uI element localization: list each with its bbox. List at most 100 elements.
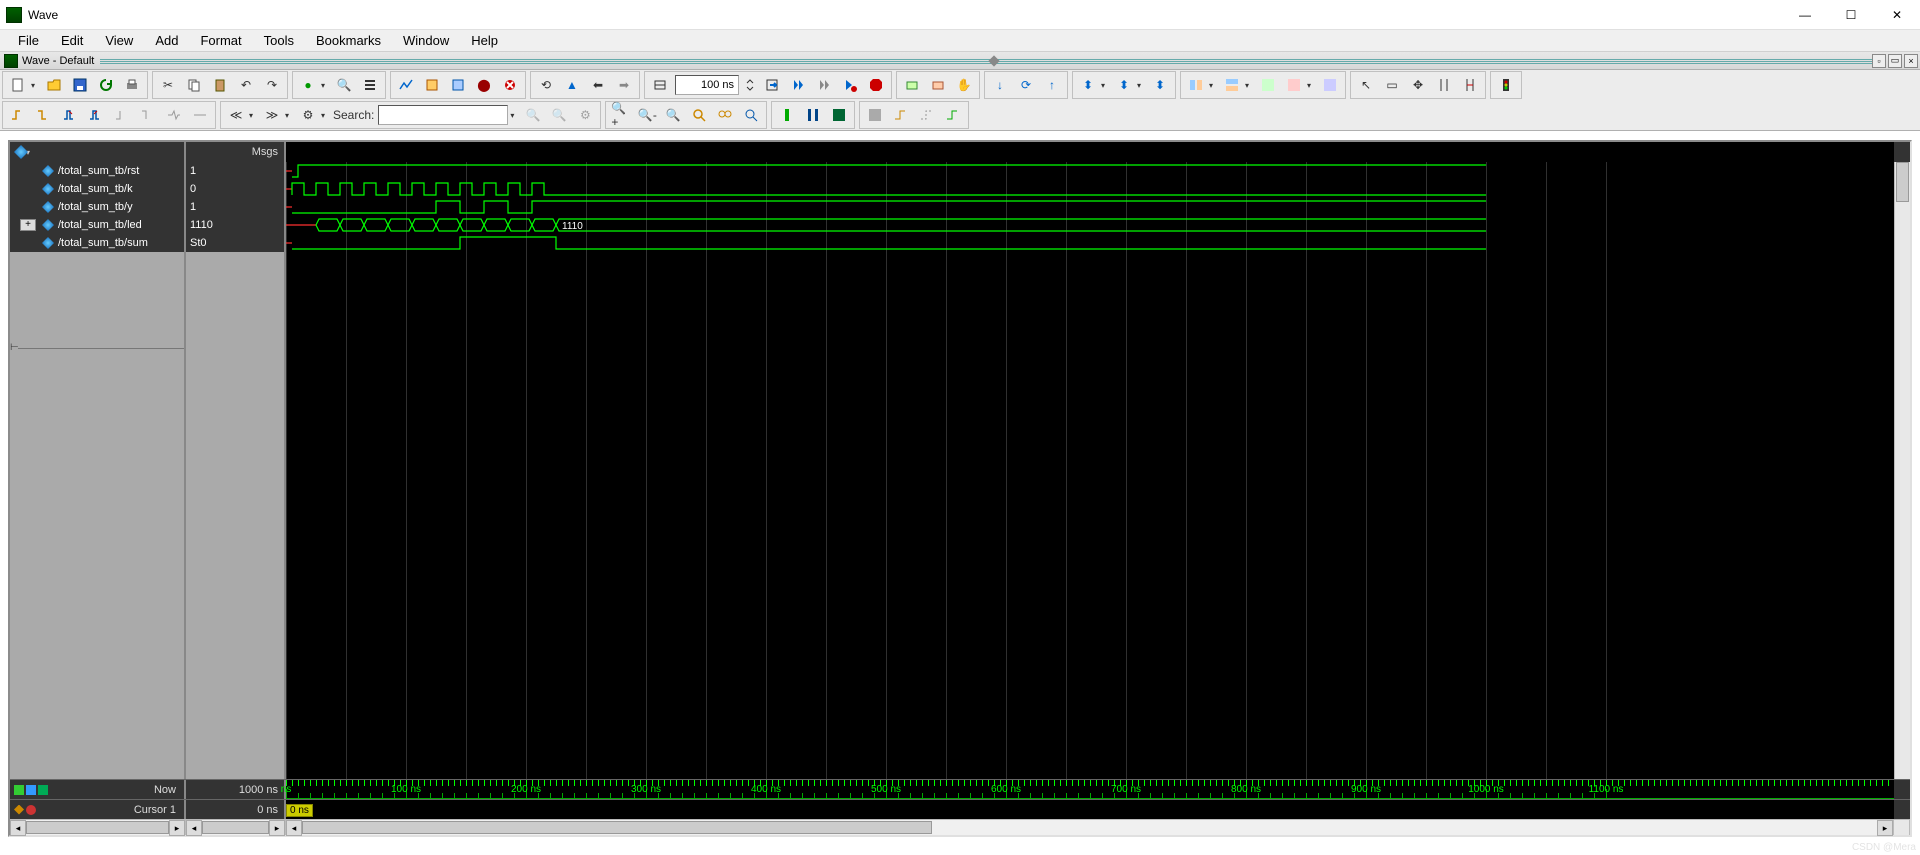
disp1-icon[interactable] <box>776 104 798 126</box>
move-icon[interactable]: ✥ <box>1407 74 1429 96</box>
redo-icon[interactable]: ↷ <box>261 74 283 96</box>
traffic-light-icon[interactable] <box>1495 74 1517 96</box>
mem2-icon[interactable] <box>927 74 949 96</box>
close-button[interactable]: ✕ <box>1874 0 1920 30</box>
runall-icon[interactable] <box>787 74 809 96</box>
menu-format[interactable]: Format <box>190 31 251 50</box>
pointer-icon[interactable]: ↖ <box>1355 74 1377 96</box>
up3-icon[interactable]: ↑ <box>1041 74 1063 96</box>
up2-icon[interactable]: ⟳ <box>1015 74 1037 96</box>
lay5-icon[interactable] <box>1319 74 1341 96</box>
zoom-full-icon[interactable]: 🔍 <box>662 104 684 126</box>
break-x-icon[interactable] <box>499 74 521 96</box>
signal-row[interactable]: +/total_sum_tb/k <box>10 180 184 198</box>
search-go3-icon[interactable]: ⚙ <box>574 104 596 126</box>
add-icon[interactable]: ● <box>297 74 319 96</box>
subwindow-gripper[interactable] <box>100 58 1872 64</box>
hscroll-names[interactable]: ◂▸ <box>10 820 186 835</box>
now-icon1[interactable] <box>14 785 24 795</box>
disp7-icon[interactable] <box>942 104 964 126</box>
edge8-icon[interactable] <box>189 104 211 126</box>
cursor-marker[interactable]: 0 ns <box>286 804 313 817</box>
names-header[interactable]: ▾ <box>10 142 186 162</box>
undo-icon[interactable]: ↶ <box>235 74 257 96</box>
trace1-icon[interactable] <box>395 74 417 96</box>
lay1-icon[interactable] <box>1185 74 1207 96</box>
signal-row[interactable]: +/total_sum_tb/rst <box>10 162 184 180</box>
menu-help[interactable]: Help <box>461 31 508 50</box>
reload-icon[interactable] <box>95 74 117 96</box>
search-go2-icon[interactable]: 🔍 <box>548 104 570 126</box>
mem3-icon[interactable]: ✋ <box>953 74 975 96</box>
maximize-button[interactable]: ☐ <box>1828 0 1874 30</box>
find-icon[interactable]: 🔍 <box>333 74 355 96</box>
sub-maximize-icon[interactable]: ▭ <box>1888 54 1902 68</box>
stack1-icon[interactable]: ⬍ <box>1077 74 1099 96</box>
menu-tools[interactable]: Tools <box>254 31 304 50</box>
disp2-icon[interactable] <box>802 104 824 126</box>
disp3-icon[interactable] <box>828 104 850 126</box>
break-icon[interactable]: ⬤ <box>473 74 495 96</box>
edge2-icon[interactable] <box>33 104 55 126</box>
mem1-icon[interactable] <box>901 74 923 96</box>
lay2-icon[interactable] <box>1221 74 1243 96</box>
vertical-scrollbar[interactable] <box>1894 162 1910 779</box>
list-icon[interactable] <box>359 74 381 96</box>
disp5-icon[interactable] <box>890 104 912 126</box>
menu-add[interactable]: Add <box>145 31 188 50</box>
zoom-cursor-icon[interactable] <box>688 104 710 126</box>
select-rect-icon[interactable]: ▭ <box>1381 74 1403 96</box>
step-fwd-icon[interactable]: ➡ <box>613 74 635 96</box>
waveform-canvas[interactable]: 1110 <box>286 162 1894 779</box>
menu-bookmarks[interactable]: Bookmarks <box>306 31 391 50</box>
zoom-out-icon[interactable]: 🔍- <box>636 104 658 126</box>
edge6-icon[interactable] <box>137 104 159 126</box>
lay4-icon[interactable] <box>1283 74 1305 96</box>
step-back-icon[interactable]: ⬅ <box>587 74 609 96</box>
cursor-mode2-icon[interactable] <box>1459 74 1481 96</box>
search-go1-icon[interactable]: 🔍 <box>522 104 544 126</box>
time-input[interactable] <box>675 75 739 95</box>
msgs-header[interactable]: Msgs <box>186 142 286 162</box>
cut-icon[interactable]: ✂ <box>157 74 179 96</box>
runlength-icon[interactable] <box>649 74 671 96</box>
minimize-button[interactable]: — <box>1782 0 1828 30</box>
zoom-range-icon[interactable] <box>714 104 736 126</box>
search-next-icon[interactable]: ≫ <box>261 104 283 126</box>
time-spinner[interactable] <box>743 74 757 96</box>
continue-icon[interactable] <box>813 74 835 96</box>
menu-edit[interactable]: Edit <box>51 31 93 50</box>
search-prev-icon[interactable]: ≪ <box>225 104 247 126</box>
now-icon2[interactable] <box>26 785 36 795</box>
print-icon[interactable] <box>121 74 143 96</box>
signal-row[interactable]: +/total_sum_tb/sum <box>10 234 184 252</box>
run-up-icon[interactable]: ▲ <box>561 74 583 96</box>
stop-icon[interactable] <box>865 74 887 96</box>
run-break-icon[interactable] <box>839 74 861 96</box>
hscroll-wave[interactable]: ◂▸ <box>286 820 1894 835</box>
zoom-other-icon[interactable] <box>740 104 762 126</box>
disp4-icon[interactable] <box>864 104 886 126</box>
cursor-icon2[interactable] <box>26 805 36 815</box>
zoom-in-icon[interactable]: 🔍+ <box>610 104 632 126</box>
stack3-icon[interactable]: ⬍ <box>1149 74 1171 96</box>
sub-close-icon[interactable]: × <box>1904 54 1918 68</box>
menu-file[interactable]: File <box>8 31 49 50</box>
disp6-icon[interactable] <box>916 104 938 126</box>
restart-icon[interactable]: ⟲ <box>535 74 557 96</box>
up1-icon[interactable]: ↓ <box>989 74 1011 96</box>
edge1-icon[interactable] <box>7 104 29 126</box>
sub-expand-icon[interactable]: ▫ <box>1872 54 1886 68</box>
hscroll-msgs[interactable]: ◂▸ <box>186 820 286 835</box>
signal-names-column[interactable]: +/total_sum_tb/rst+/total_sum_tb/k +/tota… <box>10 162 186 779</box>
save-icon[interactable] <box>69 74 91 96</box>
search-opts-icon[interactable]: ⚙ <box>297 104 319 126</box>
signal-row[interactable]: +/total_sum_tb/led <box>10 216 184 234</box>
menu-view[interactable]: View <box>95 31 143 50</box>
cursor-track[interactable]: 0 ns <box>286 800 1894 819</box>
search-input[interactable] <box>378 105 508 125</box>
trace3-icon[interactable] <box>447 74 469 96</box>
now-icon3[interactable] <box>38 785 48 795</box>
cursor-mode1-icon[interactable] <box>1433 74 1455 96</box>
lay3-icon[interactable] <box>1257 74 1279 96</box>
